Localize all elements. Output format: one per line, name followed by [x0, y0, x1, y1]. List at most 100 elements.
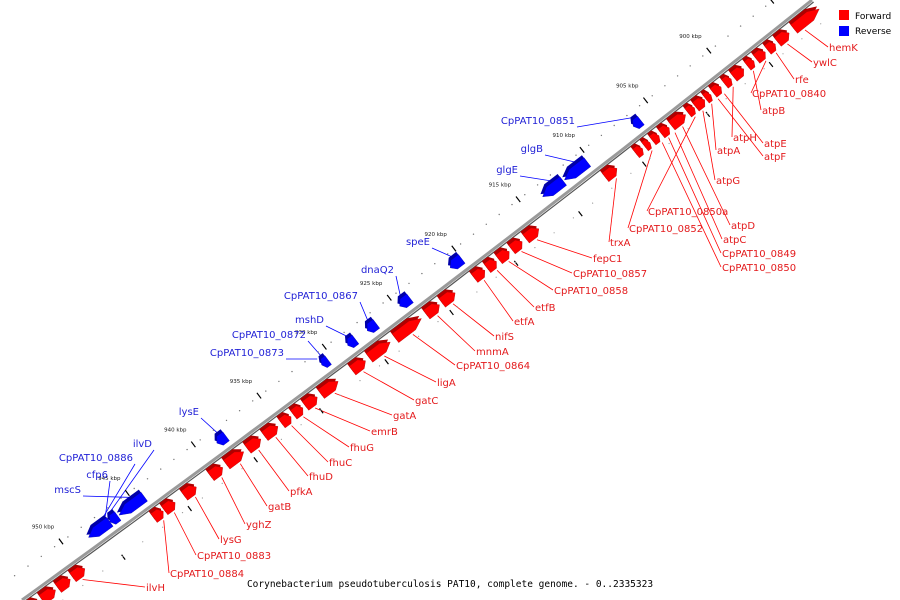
- forward-leader-line: [412, 334, 456, 366]
- forward-gene-label: trxA: [610, 238, 631, 249]
- scale-dot: [689, 65, 691, 67]
- forward-label-group: CpPAT10_0849: [722, 249, 796, 260]
- forward-gene-13-body: [657, 125, 671, 139]
- reverse-label-group: lysE: [179, 407, 199, 418]
- reverse-leader-line: [519, 175, 551, 182]
- scale-dot: [13, 575, 16, 577]
- scale-dot: [820, 23, 822, 25]
- forward-leader-line: [753, 70, 762, 111]
- forward-leader-line: [521, 251, 573, 274]
- forward-gene-21-body: [483, 259, 497, 273]
- kbp-tick: [642, 97, 649, 104]
- reverse-gene-label: lysE: [179, 407, 199, 418]
- reverse-gene-3-body: [542, 176, 567, 197]
- forward-gene-18: [520, 225, 540, 244]
- scale-dot: [702, 55, 704, 57]
- forward-leader-line: [258, 449, 290, 492]
- forward-label-group: CpPAT10_0852: [629, 224, 703, 235]
- scale-dot: [241, 468, 243, 470]
- forward-gene-label: gatA: [393, 411, 416, 422]
- forward-gene-20: [493, 247, 510, 265]
- forward-gene-14-body: [648, 132, 661, 146]
- forward-gene-2: [772, 29, 790, 47]
- scale-dot: [265, 390, 267, 392]
- scale-dot: [611, 187, 613, 189]
- forward-gene-25: [389, 315, 422, 343]
- forward-gene-40-body: [54, 577, 71, 593]
- scale-dot: [651, 95, 653, 97]
- kbp-tick-label: 915 kbp: [489, 183, 512, 189]
- forward-gene-33: [242, 435, 262, 454]
- kbp-tick: [386, 294, 392, 301]
- forward-gene-18-body: [522, 227, 540, 244]
- forward-gene-label: CpPAT10_0864: [456, 361, 530, 372]
- reverse-gene-12-body: [88, 517, 114, 538]
- scale-dot: [687, 128, 689, 130]
- forward-gene-6-body: [729, 67, 744, 82]
- scale-dot: [495, 276, 497, 278]
- reverse-label-group: speE: [406, 237, 430, 248]
- scale-dot: [356, 321, 358, 324]
- forward-label-group: emrB: [371, 427, 398, 438]
- reverse-label-group: CpPAT10_0851: [501, 116, 575, 127]
- forward-gene-1: [788, 6, 820, 34]
- forward-gene-36: [178, 483, 197, 501]
- forward-gene-label: atpD: [731, 221, 755, 232]
- forward-leader-line: [291, 425, 329, 463]
- forward-label-group: fhuD: [309, 472, 333, 483]
- scale-dot: [133, 487, 135, 490]
- legend-forward-swatch: [839, 10, 849, 20]
- reverse-leader-line: [200, 417, 218, 434]
- scale-dot: [524, 194, 526, 196]
- scale-dot: [534, 247, 536, 249]
- scale-dot: [398, 350, 400, 352]
- forward-gene-38-body: [150, 509, 164, 523]
- kbp-tick: [124, 489, 130, 497]
- forward-label-group: gatB: [268, 502, 291, 513]
- forward-gene-11: [682, 102, 696, 118]
- kbp-tick-label: 905 kbp: [616, 84, 639, 90]
- reverse-gene-8: [318, 353, 332, 368]
- forward-gene-5: [741, 55, 756, 71]
- forward-gene-label: ilvH: [146, 583, 165, 594]
- forward-gene-label: CpPAT10_0850: [722, 263, 796, 274]
- forward-label-group: yghZ: [246, 520, 272, 531]
- kbp-tick: [706, 47, 712, 54]
- kbp-tick-label: 910 kbp: [553, 133, 576, 139]
- forward-leader-line: [646, 116, 696, 212]
- forward-gene-1-body: [790, 8, 820, 34]
- forward-leader-line: [608, 178, 617, 243]
- genome-caption: Corynebacterium pseudotuberculosis PAT10…: [247, 579, 653, 590]
- forward-gene-37: [159, 498, 176, 516]
- scale-dot: [330, 341, 332, 343]
- forward-gene-label: atpF: [764, 152, 786, 163]
- forward-leader-line: [173, 512, 197, 556]
- scale-dot: [515, 261, 517, 263]
- forward-leader-line: [221, 477, 246, 525]
- forward-gene-39-body: [69, 566, 86, 583]
- forward-gene-32: [259, 422, 279, 441]
- forward-label-group: ligA: [437, 378, 456, 389]
- scale-dot: [369, 312, 371, 314]
- forward-label-group: gatC: [415, 396, 438, 407]
- forward-gene-17: [599, 164, 618, 182]
- forward-label-group: etfA: [514, 317, 535, 328]
- forward-leader-line: [275, 437, 309, 477]
- scale-dot: [146, 478, 149, 480]
- forward-gene-label: atpC: [723, 235, 746, 246]
- forward-gene-19: [506, 237, 523, 255]
- reverse-label-group: cfp6: [86, 470, 108, 481]
- backbone-line: [21, 0, 813, 600]
- scale-dot: [186, 448, 188, 451]
- scale-dot: [181, 511, 184, 514]
- scale-dot: [304, 361, 306, 363]
- forward-gene-33-body: [244, 437, 262, 454]
- forward-gene-38: [148, 506, 164, 523]
- forward-label-group: ilvH: [146, 583, 165, 594]
- forward-label-group: ywlC: [813, 58, 837, 69]
- scale-dot: [626, 114, 628, 117]
- kbp-tick-label: 940 kbp: [164, 428, 187, 434]
- forward-label-group: atpC: [723, 235, 746, 246]
- scale-dot: [320, 409, 322, 411]
- reverse-leader-line: [395, 275, 401, 297]
